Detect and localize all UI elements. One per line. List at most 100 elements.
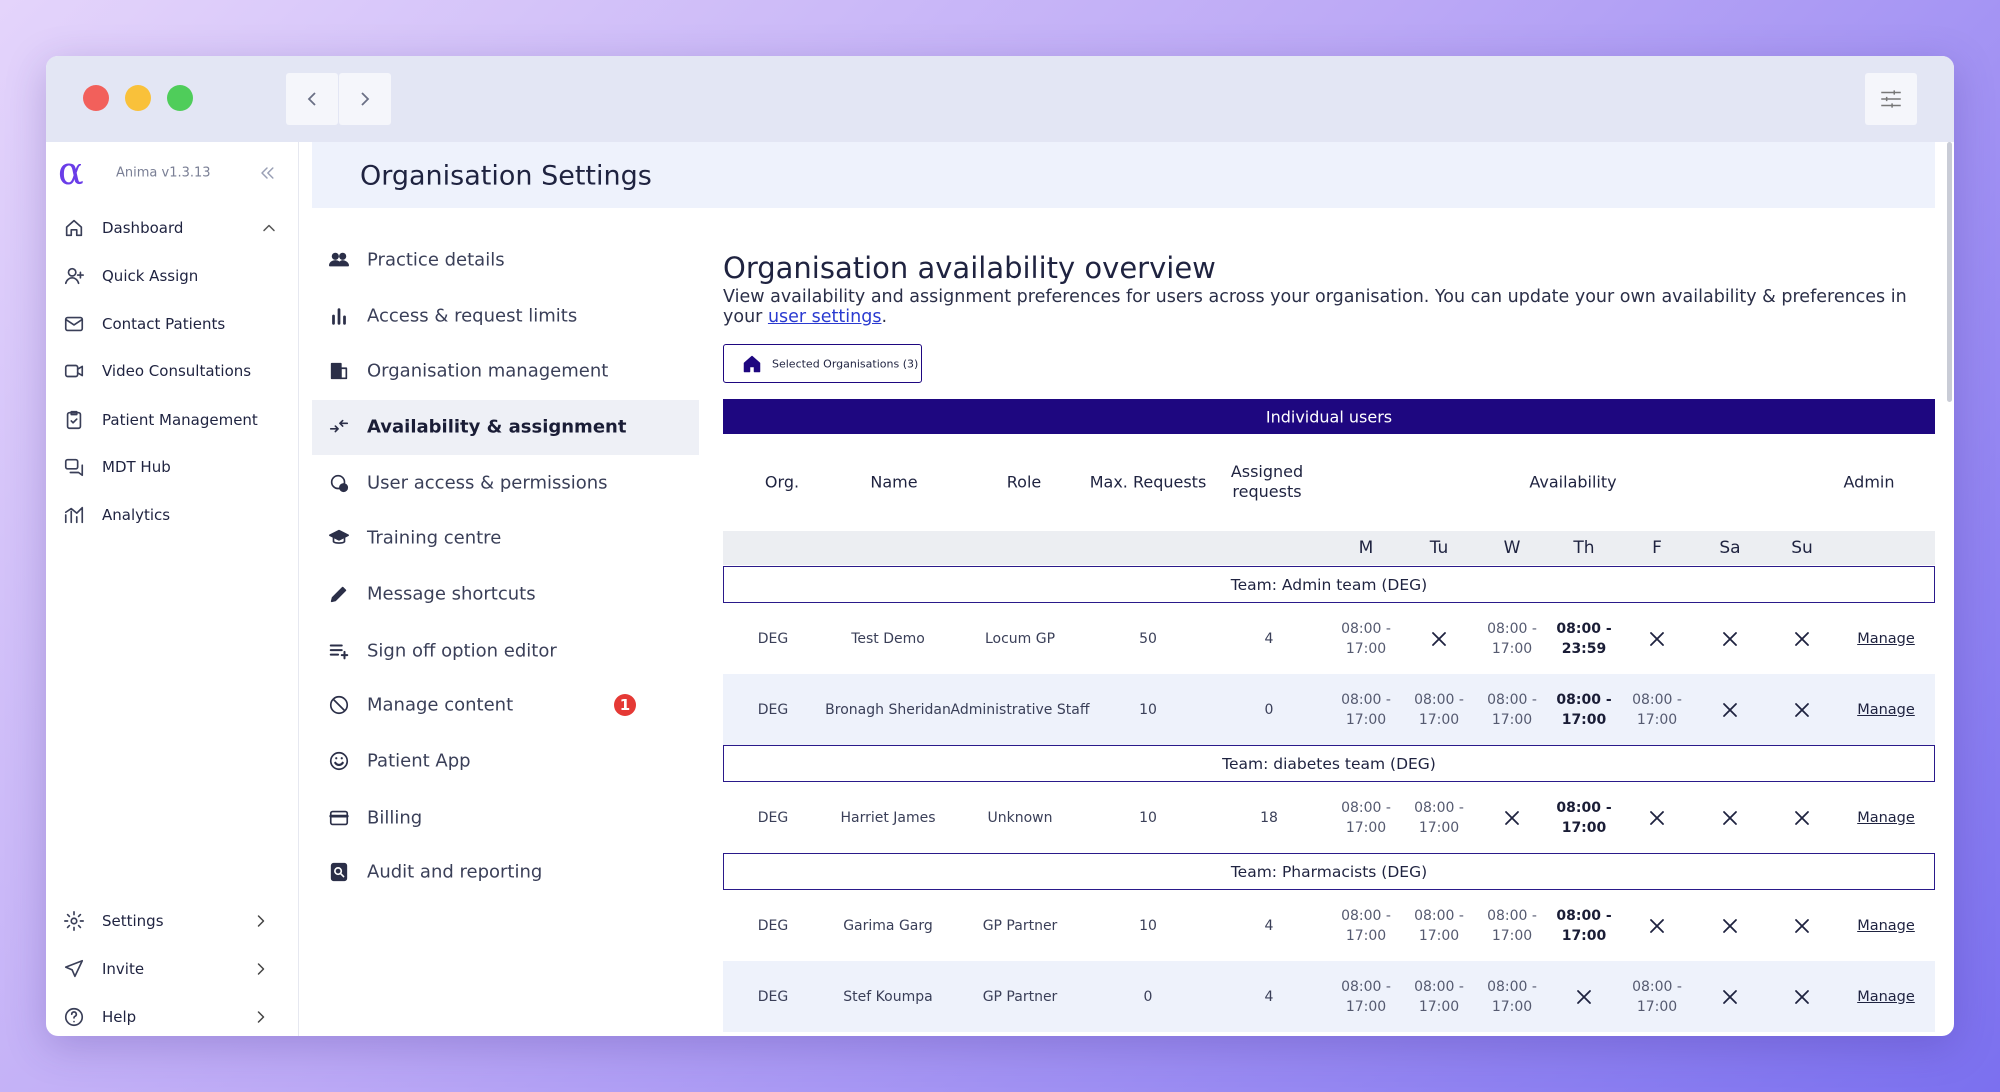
menu-icon [328, 640, 350, 662]
app-window: α Anima v1.3.13 Dashboard Quick Assign Conta… [46, 56, 1954, 1036]
unavailable-icon [1718, 985, 1742, 1009]
menu-icon [328, 249, 350, 271]
table-banner [723, 399, 1935, 434]
manage-link[interactable]: Manage [1857, 988, 1915, 1005]
unavailable-icon [1790, 806, 1814, 830]
menu-item[interactable]: Manage content [367, 694, 514, 716]
day-header: F [1652, 538, 1662, 558]
menu-icon [328, 305, 350, 327]
table-row [723, 961, 1935, 1032]
window-control[interactable] [125, 85, 151, 111]
availability: 08:00 - 17:00 [1487, 620, 1537, 657]
cell-org: DEG [757, 917, 789, 934]
nav-item[interactable]: Help [102, 1008, 137, 1026]
team-row [723, 853, 1935, 890]
unavailable-icon [1718, 914, 1742, 938]
settings-link[interactable]: user settings [767, 307, 882, 327]
menu-item[interactable]: Sign off option editor [367, 640, 557, 662]
manage-link[interactable]: Manage [1857, 630, 1915, 647]
menu-item[interactable]: Message shortcuts [367, 583, 536, 605]
nav-icon [63, 217, 85, 239]
nav-button[interactable] [339, 73, 391, 125]
menu-item[interactable]: Availability & assignment [367, 416, 627, 438]
version: Anima v1.3.13 [116, 165, 211, 181]
availability: 08:00 - 17:00 [1556, 691, 1612, 728]
menu-icon [328, 861, 350, 883]
availability: 08:00 - 17:00 [1341, 620, 1391, 657]
menu-item[interactable]: Audit and reporting [367, 861, 543, 883]
unavailable-icon [1572, 985, 1596, 1009]
availability: 08:00 - 17:00 [1632, 691, 1682, 728]
day-header: W [1503, 538, 1521, 558]
content-title: Organisation availability overview [723, 251, 1216, 285]
badge: 1 [614, 694, 636, 716]
nav-button[interactable] [286, 73, 338, 125]
manage-link[interactable]: Manage [1857, 701, 1915, 718]
availability: 08:00 - 17:00 [1414, 907, 1464, 944]
nav-item[interactable]: Video Consultations [102, 362, 252, 380]
unavailable-icon [1718, 627, 1742, 651]
day-header: Sa [1719, 538, 1741, 558]
day-header: Su [1791, 538, 1813, 558]
availability: 08:00 - 17:00 [1632, 978, 1682, 1015]
menu-active-bg [312, 400, 699, 455]
nav-item[interactable]: Settings [102, 912, 164, 930]
cell-org: DEG [757, 701, 789, 718]
team-row [723, 566, 1935, 603]
header-band [312, 142, 1935, 208]
menu-item[interactable]: Training centre [367, 527, 502, 549]
nav-item[interactable]: MDT Hub [102, 458, 171, 476]
filter-button-label[interactable]: Selected Organisations (3) [772, 357, 919, 371]
nav-item[interactable]: Dashboard [102, 219, 184, 237]
cell-role: GP Partner [982, 917, 1058, 934]
nav-item[interactable]: Patient Management [102, 411, 258, 429]
menu-item[interactable]: Practice details [367, 249, 505, 271]
menu-icon [328, 360, 350, 382]
team-label: Team: Pharmacists (DEG) [1230, 862, 1428, 881]
menu-icon [328, 807, 350, 829]
chevron-icon [259, 218, 279, 238]
availability: 08:00 - 17:00 [1414, 691, 1464, 728]
availability: 08:00 - 17:00 [1341, 978, 1391, 1015]
menu-item[interactable]: Access & request limits [367, 305, 578, 327]
nav-item[interactable]: Contact Patients [102, 315, 226, 333]
cell-role: GP Partner [982, 988, 1058, 1005]
window-control[interactable] [83, 85, 109, 111]
nav-icon [63, 456, 85, 478]
cell-name: Garima Garg [843, 917, 933, 934]
chevron-icon [251, 911, 271, 931]
menu-item[interactable]: Organisation management [367, 360, 609, 382]
menu-icon [328, 750, 350, 772]
nav-item[interactable]: Invite [102, 960, 145, 978]
nav-icon [63, 958, 85, 980]
day-header-bg [723, 531, 1935, 565]
column-header: Name [870, 472, 918, 492]
menu-icon [328, 416, 350, 438]
nav-item[interactable]: Quick Assign [102, 267, 199, 285]
column-header: Admin [1843, 472, 1895, 492]
manage-link[interactable]: Manage [1857, 809, 1915, 826]
availability: 08:00 - 17:00 [1341, 691, 1391, 728]
availability: 08:00 - 17:00 [1341, 907, 1391, 944]
cell-assigned: 4 [1264, 630, 1274, 647]
menu-icon [328, 583, 350, 605]
column-header: Assigned requests [1230, 462, 1304, 501]
availability: 08:00 - 23:59 [1556, 620, 1612, 657]
cell-assigned: 4 [1264, 988, 1274, 1005]
manage-link[interactable]: Manage [1857, 917, 1915, 934]
menu-item[interactable]: User access & permissions [367, 472, 608, 494]
filter-button[interactable] [723, 344, 922, 383]
nav-item[interactable]: Analytics [102, 506, 171, 524]
menu-item[interactable]: Patient App [367, 750, 471, 772]
availability: 08:00 - 17:00 [1556, 799, 1612, 836]
unavailable-icon [1500, 806, 1524, 830]
cell-role: Locum GP [984, 630, 1056, 647]
team-label: Team: Admin team (DEG) [1230, 575, 1428, 594]
day-header: Th [1573, 538, 1595, 558]
collapse-icon [257, 163, 277, 183]
menu-button[interactable] [1865, 73, 1917, 125]
window-control[interactable] [167, 85, 193, 111]
description-text: View availability and assignment prefere… [723, 287, 1907, 327]
menu-item[interactable]: Billing [367, 807, 423, 829]
